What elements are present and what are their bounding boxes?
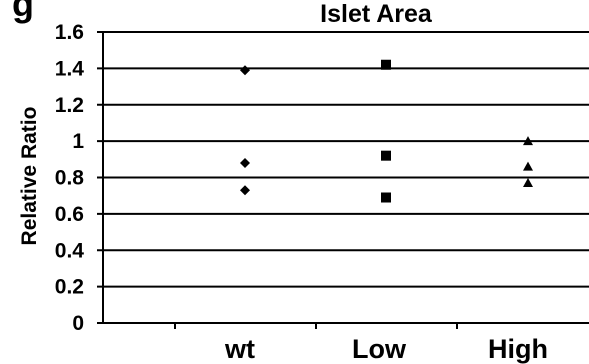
data-point-wt-0 [240, 65, 250, 76]
y-tick-label-6: 1.2 [55, 94, 84, 117]
data-point-high-1 [523, 161, 533, 171]
y-tick-label-0: 0 [72, 312, 84, 335]
x-tick-label-wt: wt [224, 334, 255, 364]
data-point-low-0 [381, 59, 391, 70]
y-tick-label-1: 0.2 [55, 276, 84, 299]
y-tick-labels: 0 0.2 0.4 0.6 0.8 1 1.2 1.4 1.6 [55, 21, 85, 335]
y-tick-label-3: 0.6 [55, 203, 84, 226]
axes [97, 31, 589, 329]
x-tick-label-high: High [488, 334, 548, 364]
data-point-wt-1 [240, 157, 250, 168]
y-tick-label-7: 1.4 [55, 57, 85, 80]
data-points [240, 59, 533, 203]
y-tick-label-8: 1.6 [55, 21, 84, 44]
data-point-wt-2 [240, 185, 250, 196]
y-axis-label: Relative Ratio [18, 107, 41, 246]
data-point-low-1 [381, 150, 391, 161]
data-point-low-2 [381, 192, 391, 203]
x-tick-labels: wt Low High [224, 334, 548, 364]
y-tick-label-4: 0.8 [55, 167, 85, 190]
data-point-high-2 [523, 177, 533, 187]
title-fragment: g [12, 0, 34, 24]
grid-lines [103, 31, 589, 288]
y-tick-label-2: 0.4 [55, 239, 85, 262]
x-tick-label-low: Low [352, 334, 407, 364]
y-tick-label-5: 1 [72, 130, 84, 153]
data-point-high-0 [523, 136, 533, 146]
chart-title: Islet Area [320, 0, 433, 28]
